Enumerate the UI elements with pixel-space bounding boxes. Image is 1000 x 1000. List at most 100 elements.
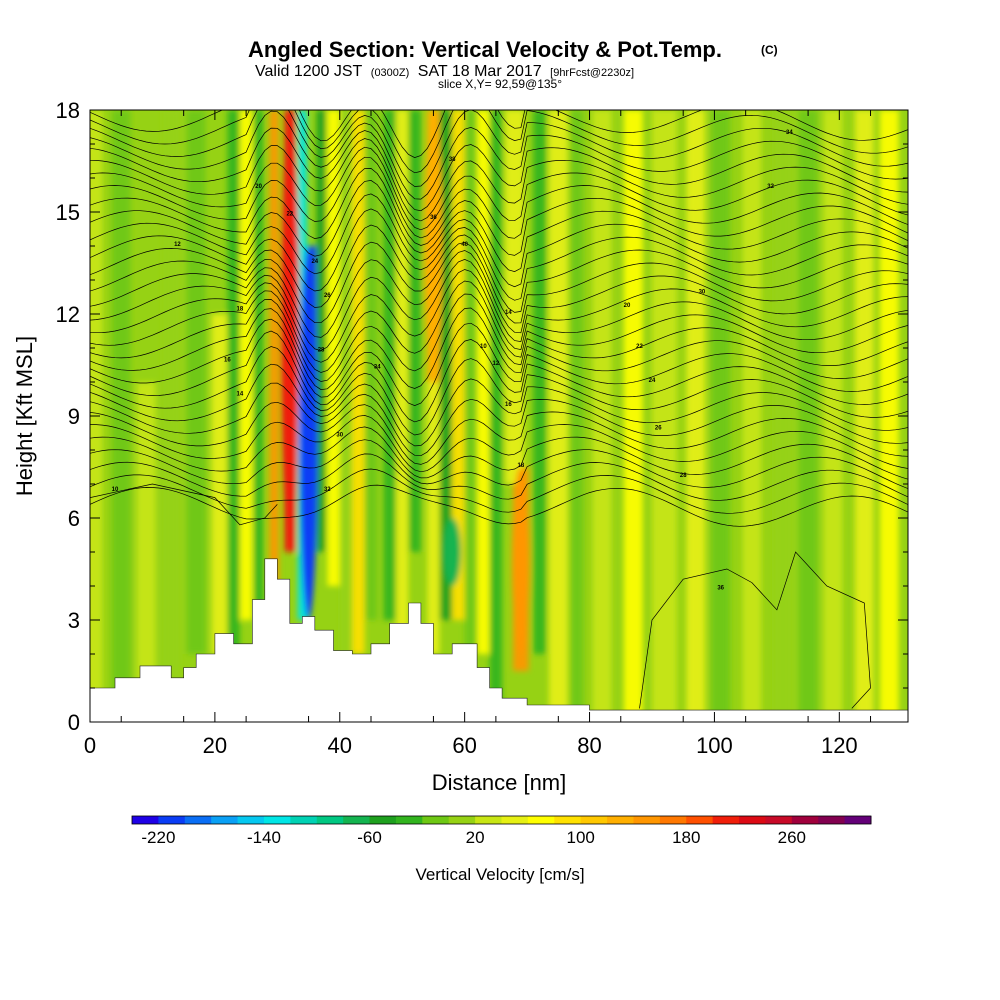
pot-temp-contour bbox=[90, 241, 908, 324]
contour-label: 18 bbox=[518, 463, 525, 469]
velocity-streak bbox=[136, 382, 156, 722]
contour-label: 12 bbox=[174, 242, 181, 248]
valid-forecast: [9hrFcst@2230z] bbox=[550, 67, 634, 79]
pot-temp-contour bbox=[90, 382, 908, 457]
terrain-outline bbox=[90, 558, 908, 722]
pot-temp-contour bbox=[90, 346, 908, 436]
pot-temp-contour bbox=[90, 483, 278, 526]
contour-label: 32 bbox=[767, 184, 774, 190]
velocity-streak bbox=[489, 110, 503, 722]
contour-label: 30 bbox=[336, 432, 343, 438]
x-axis: 0 20 40 60 80 100 120 bbox=[84, 110, 872, 758]
velocity-streak bbox=[364, 110, 378, 620]
pot-temp-contours: 10 12 14 16 18 20 22 24 26 28 30 32 34 36 38 40 10 12 14 16… bbox=[90, 110, 908, 709]
pot-temp-contour bbox=[90, 401, 908, 465]
velocity-streak bbox=[711, 110, 731, 722]
contour-label: 24 bbox=[311, 259, 318, 265]
contour-label: 28 bbox=[318, 347, 325, 353]
contour-label: 14 bbox=[505, 310, 512, 316]
contour-label: 16 bbox=[224, 358, 231, 364]
pot-temp-contour bbox=[90, 293, 908, 382]
contour-label: 36 bbox=[717, 585, 724, 591]
velocity-streak bbox=[253, 110, 264, 620]
velocity-streak bbox=[533, 110, 546, 654]
colorbar-tick-label: -60 bbox=[357, 828, 382, 847]
velocity-streak bbox=[623, 110, 643, 722]
velocity-streak bbox=[161, 110, 181, 722]
pot-temp-contour bbox=[90, 146, 908, 231]
colorbar-swatch bbox=[501, 816, 529, 824]
contour-label: 36 bbox=[430, 215, 437, 221]
x-tick-label: 120 bbox=[821, 733, 858, 758]
x-tick-label: 0 bbox=[84, 733, 96, 758]
contour-label: 34 bbox=[786, 130, 793, 136]
colorbar-swatch bbox=[290, 816, 318, 824]
velocity-streak bbox=[408, 110, 421, 552]
pot-temp-contour bbox=[90, 224, 908, 313]
velocity-streak bbox=[383, 110, 396, 620]
pot-temp-contour bbox=[90, 156, 908, 239]
colorbar-swatch bbox=[422, 816, 450, 824]
velocity-streak bbox=[395, 110, 409, 654]
valid-date: SAT 18 Mar 2017 bbox=[418, 63, 542, 80]
colorbar-swatch bbox=[791, 816, 819, 824]
y-tick-label: 0 bbox=[68, 710, 80, 735]
valid-prefix: Valid 1200 JST bbox=[255, 63, 363, 80]
velocity-streak bbox=[854, 110, 874, 722]
colorbar-tick-label: -140 bbox=[247, 828, 281, 847]
pot-temp-contour bbox=[90, 259, 908, 351]
downdraft-core bbox=[443, 518, 462, 586]
velocity-streak bbox=[505, 110, 524, 484]
colorbar-swatch bbox=[132, 816, 159, 824]
velocity-streak bbox=[464, 110, 478, 654]
pot-temp-contour bbox=[90, 110, 908, 158]
colorbar-swatch bbox=[158, 816, 186, 824]
downdraft-core bbox=[299, 246, 318, 620]
contour-label: 26 bbox=[655, 426, 662, 432]
contour-label: 24 bbox=[649, 378, 656, 384]
contour-label: 12 bbox=[493, 361, 500, 367]
x-tick-label: 80 bbox=[577, 733, 601, 758]
valid-zulu: (0300Z) bbox=[371, 67, 410, 79]
contour-label: 20 bbox=[624, 303, 631, 309]
pot-temp-contour bbox=[90, 110, 908, 187]
velocity-streak bbox=[452, 110, 465, 620]
y-tick-label: 15 bbox=[56, 200, 80, 225]
velocity-streak bbox=[327, 110, 340, 586]
colorbar bbox=[131, 815, 872, 825]
colorbar-swatch bbox=[765, 816, 793, 824]
colorbar-swatch bbox=[712, 816, 740, 824]
pot-temp-contour bbox=[90, 426, 908, 480]
pot-temp-contour bbox=[90, 318, 908, 406]
plot-area: 10 12 14 16 18 20 22 24 26 28 30 32 34 36 38 40 10 12 14 16… bbox=[90, 110, 908, 722]
colorbar-swatch bbox=[686, 816, 714, 824]
pot-temp-contour bbox=[90, 180, 908, 272]
x-axis-label: Distance [nm] bbox=[432, 770, 567, 795]
chart-title-unit: (C) bbox=[761, 43, 778, 57]
contour-label: 32 bbox=[324, 487, 331, 493]
updraft-core bbox=[280, 110, 299, 552]
velocity-streak bbox=[570, 110, 584, 722]
colorbar-swatch bbox=[448, 816, 476, 824]
x-tick-label: 100 bbox=[696, 733, 733, 758]
y-tick-label: 9 bbox=[68, 404, 80, 429]
colorbar-tick-label: 100 bbox=[566, 828, 594, 847]
colorbar-swatch bbox=[659, 816, 687, 824]
colorbar-tick-label: -220 bbox=[141, 828, 175, 847]
velocity-streak bbox=[592, 110, 612, 722]
velocity-streak bbox=[686, 110, 706, 722]
colorbar-swatch bbox=[395, 816, 423, 824]
velocity-streak bbox=[186, 110, 206, 654]
pot-temp-contour bbox=[90, 453, 908, 501]
pot-temp-contour bbox=[90, 307, 908, 390]
chart-subtitle-valid: Valid 1200 JST (0300Z) SAT 18 Mar 2017 [… bbox=[255, 63, 634, 80]
contour-label: 34 bbox=[374, 364, 381, 370]
pot-temp-contour bbox=[90, 269, 908, 363]
y-tick-label: 18 bbox=[56, 98, 80, 123]
pot-temp-contour bbox=[90, 138, 908, 222]
y-tick-label: 6 bbox=[68, 506, 80, 531]
y-tick-label: 3 bbox=[68, 608, 80, 633]
colorbar-swatch bbox=[237, 816, 265, 824]
velocity-streak bbox=[651, 110, 677, 722]
